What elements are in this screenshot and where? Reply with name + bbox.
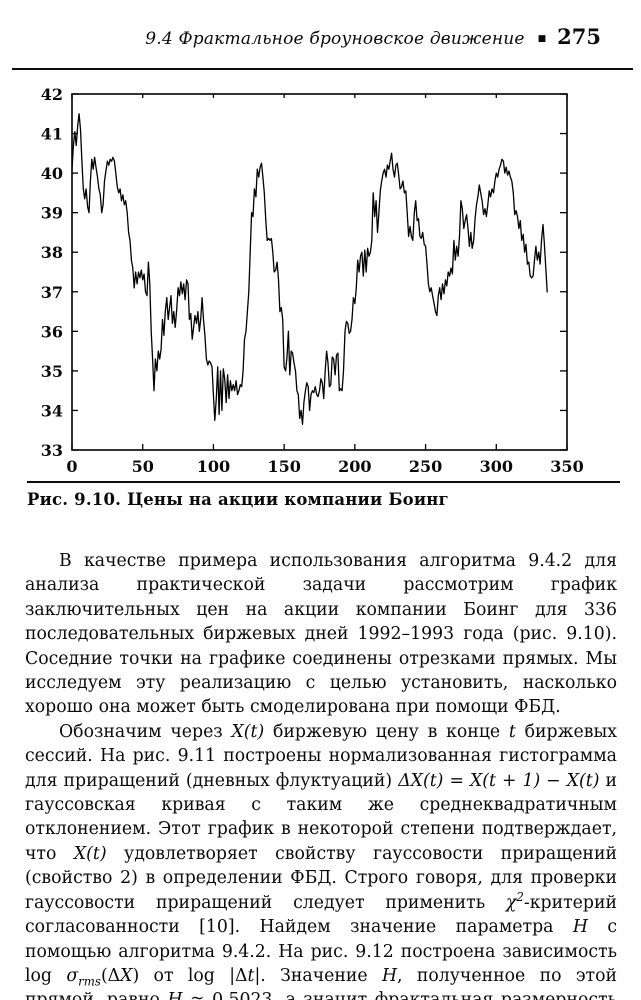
text-segment: σ	[66, 965, 79, 986]
text-segment: удовлетворяет свойству гауссовости прира…	[25, 843, 617, 913]
x-tick-label: 300	[480, 457, 513, 476]
body-text: В качестве примера использования алгорит…	[25, 549, 617, 1000]
paragraph-2: Обозначим через X(t) биржевую цену в кон…	[25, 720, 617, 1000]
caption-rule	[27, 481, 620, 483]
y-tick-label: 42	[41, 85, 63, 104]
figure-caption: Рис. 9.10. Цены на акции компании Боинг	[27, 490, 617, 509]
text-segment: H	[572, 917, 588, 938]
text-segment: ) от log |Δ	[132, 965, 248, 986]
text-segment: биржевую цену в конце	[264, 721, 509, 742]
text-segment: ≈ 0,5023, а значит фрактальная размернос…	[183, 990, 617, 1000]
square-bullet-icon: ■	[537, 34, 547, 44]
text-segment: ΔX(t) = X(t + 1) − X(t)	[398, 770, 600, 791]
text-segment: В качестве примера использования алгорит…	[25, 551, 617, 718]
header-rule	[12, 68, 633, 70]
y-tick-label: 41	[41, 125, 63, 144]
y-tick-label: 34	[41, 401, 63, 420]
y-tick-label: 36	[41, 322, 63, 341]
text-segment: Обозначим через	[59, 721, 232, 742]
paragraph-1: В качестве примера использования алгорит…	[25, 549, 617, 720]
figure-9-10: 0 50 100 150 200 250 300 350 33 34 35 36 37 38 39 40 41 4…	[0, 78, 641, 478]
text-segment: t	[508, 721, 516, 742]
y-tick-label: 39	[41, 204, 63, 223]
plot-border	[71, 93, 568, 451]
text-segment: χ	[505, 892, 517, 913]
x-tick-label: 200	[338, 457, 371, 476]
text-segment: X	[120, 965, 133, 986]
text-segment: X(t)	[231, 721, 265, 742]
y-tick-label: 38	[41, 243, 63, 262]
x-tick-label: 250	[409, 457, 442, 476]
y-tick-label: 33	[41, 441, 63, 460]
price-line	[71, 113, 548, 425]
x-tick-label: 350	[550, 457, 583, 476]
y-tick-label: 37	[41, 283, 63, 302]
text-segment: с помощью алгоритма 9.4.2. На рис. 9.12 …	[25, 917, 617, 986]
x-tick-label: 150	[267, 457, 300, 476]
text-segment: |. Значение	[254, 965, 382, 986]
figure-caption-label: Рис. 9.10.	[27, 490, 122, 509]
x-tick-label: 50	[132, 457, 154, 476]
text-segment: H	[167, 990, 182, 1000]
text-segment: H	[381, 965, 398, 986]
x-tick-label: 100	[197, 457, 230, 476]
x-tick-label: 0	[66, 457, 77, 476]
text-segment: , полученное по этой прямой, равно	[25, 965, 618, 1000]
text-segment: и гауссовская кривая с таким же среднекв…	[25, 770, 617, 864]
text-segment: X(t)	[73, 843, 107, 864]
text-segment: -критерий согласованности [10]. Найдем з…	[25, 892, 617, 938]
running-head: 9.4 Фрактальное броуновское движение ■ 2…	[145, 24, 601, 49]
text-segment: биржевых сессий. На рис. 9.11 построены …	[25, 721, 617, 791]
page-number: 275	[557, 24, 601, 49]
text-segment: rms	[78, 974, 101, 989]
stock-price-chart: 0 50 100 150 200 250 300 350 33 34 35 36 37 38 39 40 41 4…	[41, 85, 584, 476]
text-segment: (Δ	[100, 965, 121, 986]
text-segment: 2	[516, 889, 524, 904]
section-title: 9.4 Фрактальное броуновское движение	[145, 29, 525, 49]
y-tick-label: 35	[41, 362, 63, 381]
y-tick-label: 40	[41, 164, 63, 183]
text-segment: t	[247, 965, 255, 986]
figure-caption-text: Цены на акции компании Боинг	[127, 490, 449, 509]
